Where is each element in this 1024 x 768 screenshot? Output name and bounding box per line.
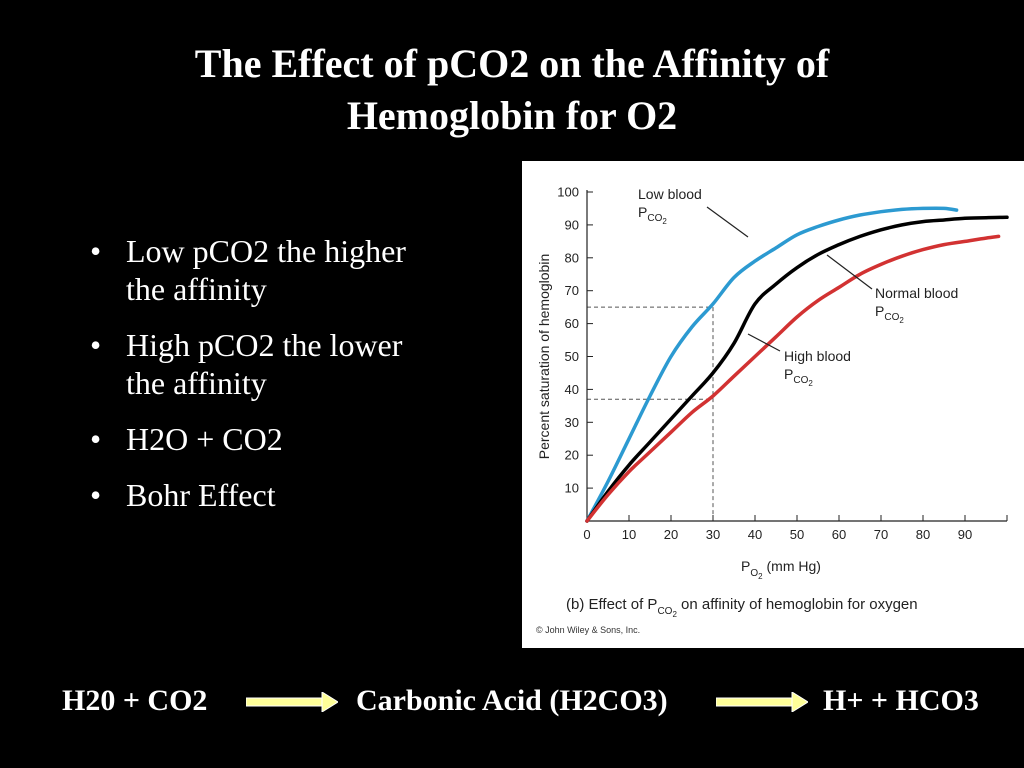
leader-line xyxy=(826,254,873,290)
bullet-text-line-1: High pCO2 the lower xyxy=(126,327,403,363)
chart-svg: 0 10 20 30 40 50 60 70 80 90 10 20 30 40 50 60 70 80 90 100… xyxy=(536,185,1009,635)
y-tick-label: 40 xyxy=(565,382,579,397)
equation-row: H20 + CO2 Carbonic Acid (H2CO3) H+ + HCO… xyxy=(0,684,1024,724)
y-tick-label: 50 xyxy=(565,349,579,364)
series-label-low-blood: Low blood xyxy=(638,186,702,202)
leader-line xyxy=(706,206,749,238)
oxygen-dissociation-figure: 0 10 20 30 40 50 60 70 80 90 10 20 30 40 50 60 70 80 90 100… xyxy=(522,161,1024,648)
y-tick-label: 20 xyxy=(565,448,579,463)
right-arrow-icon xyxy=(716,692,808,712)
bullet-dot: • xyxy=(90,327,102,363)
bullet-item: • High pCO2 the lower the affinity xyxy=(82,326,502,402)
bullet-text-line-1: Low pCO2 the higher xyxy=(126,233,406,269)
bullet-dot: • xyxy=(90,233,102,269)
figure-caption: (b) Effect of PCO2 on affinity of hemogl… xyxy=(566,596,918,619)
y-tick-label: 100 xyxy=(557,185,579,200)
bullet-text-line-1: Bohr Effect xyxy=(126,477,276,513)
bullet-text-line-2: the affinity xyxy=(126,271,267,307)
right-arrow-icon xyxy=(246,692,338,712)
bullet-dot: • xyxy=(90,477,102,513)
series-label-pco2: PCO2 xyxy=(638,204,667,226)
y-tick-label: 90 xyxy=(565,217,579,232)
equation-products: H+ + HCO3 xyxy=(823,684,979,717)
slide-title-line-2: Hemoglobin for O2 xyxy=(346,93,678,138)
x-tick-label: 60 xyxy=(832,527,846,542)
x-axis-label: PO2 (mm Hg) xyxy=(741,558,821,581)
x-tick-label: 40 xyxy=(748,527,762,542)
series-label-high-blood: High blood xyxy=(784,348,851,364)
x-tick-label: 0 xyxy=(583,527,590,542)
y-tick-label: 80 xyxy=(565,250,579,265)
y-tick-label: 70 xyxy=(565,283,579,298)
x-tick-label: 20 xyxy=(664,527,678,542)
series-label-pco2: PCO2 xyxy=(784,366,813,388)
slide-title-line-1: The Effect of pCO2 on the Affinity of xyxy=(194,41,830,86)
bullet-text-line-1: H2O + CO2 xyxy=(126,421,283,457)
series-line-low-blood xyxy=(585,206,959,523)
copyright-credit: © John Wiley & Sons, Inc. xyxy=(536,625,640,635)
series-label-pco2: PCO2 xyxy=(875,303,904,325)
x-tick-label: 70 xyxy=(874,527,888,542)
series-line-high-blood xyxy=(585,234,1001,523)
slide-title: The Effect of pCO2 on the Affinity of He… xyxy=(0,38,1024,142)
x-tick-label: 10 xyxy=(622,527,636,542)
x-tick-label: 90 xyxy=(958,527,972,542)
bullet-item: • Low pCO2 the higher the affinity xyxy=(82,232,502,308)
x-tick-label: 50 xyxy=(790,527,804,542)
y-tick-label: 60 xyxy=(565,316,579,331)
leader-line xyxy=(747,333,781,352)
series-label-normal-blood: Normal blood xyxy=(875,285,958,301)
equation-reactants: H20 + CO2 xyxy=(62,684,208,717)
equation-intermediate: Carbonic Acid (H2CO3) xyxy=(356,684,668,717)
bullet-item: • H2O + CO2 xyxy=(82,420,502,458)
series-line-normal-blood xyxy=(585,215,1009,523)
bullet-dot: • xyxy=(90,421,102,457)
y-tick-label: 10 xyxy=(565,481,579,496)
bullet-list: • Low pCO2 the higher the affinity • Hig… xyxy=(82,232,502,532)
x-tick-label: 80 xyxy=(916,527,930,542)
bullet-item: • Bohr Effect xyxy=(82,476,502,514)
y-tick-label: 30 xyxy=(565,415,579,430)
bullet-text-line-2: the affinity xyxy=(126,365,267,401)
x-tick-label: 30 xyxy=(706,527,720,542)
y-axis-label: Percent saturation of hemoglobin xyxy=(536,254,552,459)
